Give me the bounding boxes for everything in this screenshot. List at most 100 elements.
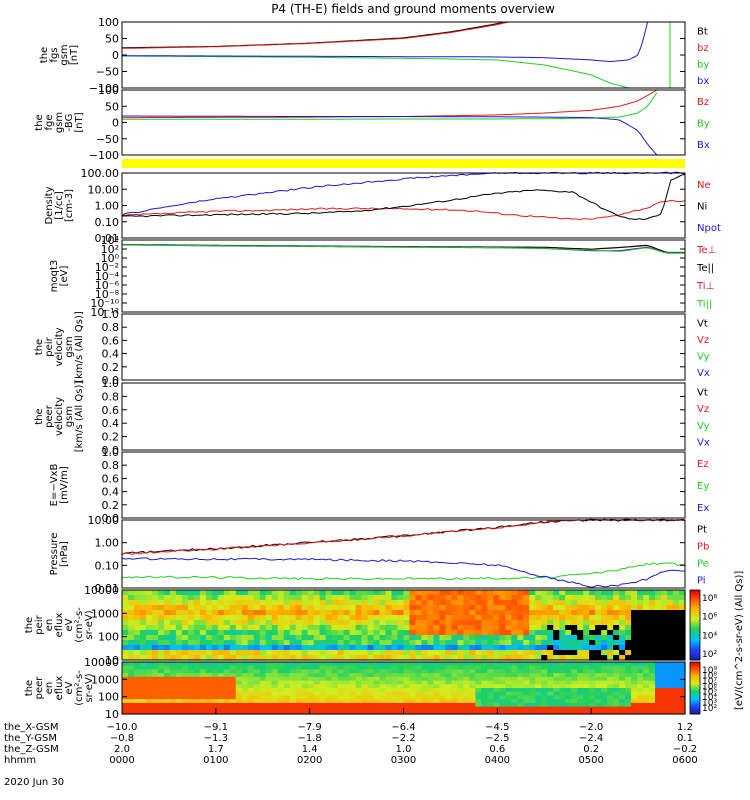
spectrogram-cell [241,595,249,601]
spectrogram-cell [373,695,381,700]
spectrogram-cell [349,600,357,606]
spectrogram-cell [565,710,572,715]
spectrogram-cell [289,600,297,606]
spectrogram-cell [625,699,632,704]
spectrogram-cell [157,688,165,693]
spectrogram-cell [601,710,608,715]
spectrogram-cell [253,688,261,693]
spectrogram-cell [181,699,189,704]
spectrogram-cell [175,655,183,661]
spectrogram-cell [667,665,674,671]
colorbar-swatch [690,593,700,596]
spectrogram-cell [643,625,650,631]
spectrogram-cell [325,702,333,708]
spectrogram-cell [595,610,602,616]
spectrogram-cell [427,625,435,631]
spectrogram-cell [259,673,267,678]
spectrogram-cell [553,691,560,697]
spectrogram-cell [211,662,219,667]
spectrogram-cell [122,620,129,626]
spectrogram-cell [637,673,644,678]
panel-frame-fge [121,89,686,156]
spectrogram-cell [379,630,387,636]
spectrogram-cell [349,684,357,689]
spectrogram-cell [151,615,159,621]
spectrogram-cell [613,610,620,616]
spectrogram-cell [379,684,387,689]
spectrogram-cell [655,695,662,700]
spectrogram-cell [649,655,656,661]
spectrogram-cell [457,662,464,667]
spectrogram-cell [643,640,650,646]
spectrogram-cell [259,695,267,700]
spectrogram-cell [349,702,357,708]
y-tick-label: 0.0 [102,444,120,457]
spectrogram-cell [229,673,237,678]
spectrogram-cell [649,695,656,700]
colorbar-swatch [690,693,700,695]
spectrogram-cell [463,625,470,631]
colorbar-swatch [690,632,700,635]
spectrogram-cell [631,600,638,606]
spectrogram-cell [313,710,321,715]
spectrogram-cell [391,655,399,661]
spectrogram-cell [139,640,147,646]
spectrogram-cell [253,699,261,704]
spectrogram-cell [433,684,441,689]
spectrogram-cell [331,630,339,636]
spectrogram-cell [625,615,632,621]
spectrogram-cell [289,655,297,661]
spectrogram-cell [283,699,291,704]
spectrogram-cell [367,688,375,693]
spectrogram-cell [403,710,411,715]
spectrogram-cell [607,600,614,606]
spectrogram-cell [361,635,369,641]
spectrogram-cell [193,610,201,616]
spectrogram-cell [367,706,375,711]
spectrogram-cell [283,680,291,685]
spectrogram-cell [193,691,201,697]
spectrogram-cell [277,662,285,667]
spectrogram-cell [367,595,375,601]
colorbar-swatch [690,711,700,714]
spectrogram-cell [397,635,405,641]
spectrogram-cell [427,662,435,667]
colorbar-swatch [690,637,700,640]
spectrogram-cell [193,650,201,656]
spectrogram-cell [499,684,506,689]
spectrogram-cell [127,610,135,616]
spectrogram-cell [625,688,632,693]
spectrogram-cell [631,662,638,667]
spectrogram-cell [667,590,674,596]
colorbar-swatch [690,662,700,664]
spectrogram-cell [547,600,554,606]
spectrogram-cell [313,610,321,616]
spectrogram-cell [122,665,129,671]
spectrogram-cell [199,635,207,641]
spectrogram-cell [175,699,183,704]
spectrogram-cell [163,695,171,700]
spectrogram-cell [229,688,237,693]
spectrogram-cell [133,699,141,704]
y-axis-label-peer_spec: eflux [54,676,65,701]
spectrogram-cell [367,702,375,708]
spectrogram-cell [613,665,620,671]
spectrogram-cell [223,684,231,689]
spectrogram-cell [463,605,470,611]
y-axis-label-efield: E=−VxB [49,464,60,507]
spectrogram-cell [643,665,650,671]
spectrogram-cell [139,650,147,656]
spectrogram-cell [241,615,249,621]
spectrogram-cell [529,676,536,682]
spectrogram-cell [241,684,249,689]
spectrogram-cell [547,650,554,656]
spectrogram-cell [127,676,135,682]
spectrogram-cell [229,684,237,689]
spectrogram-cell [337,635,345,641]
spectrogram-cell [157,676,165,682]
spectrogram-cell [505,640,512,646]
spectrogram-cell [289,673,297,678]
spectrogram-cell [193,600,201,606]
spectrogram-cell [241,669,249,674]
spectrogram-cell [535,673,542,678]
